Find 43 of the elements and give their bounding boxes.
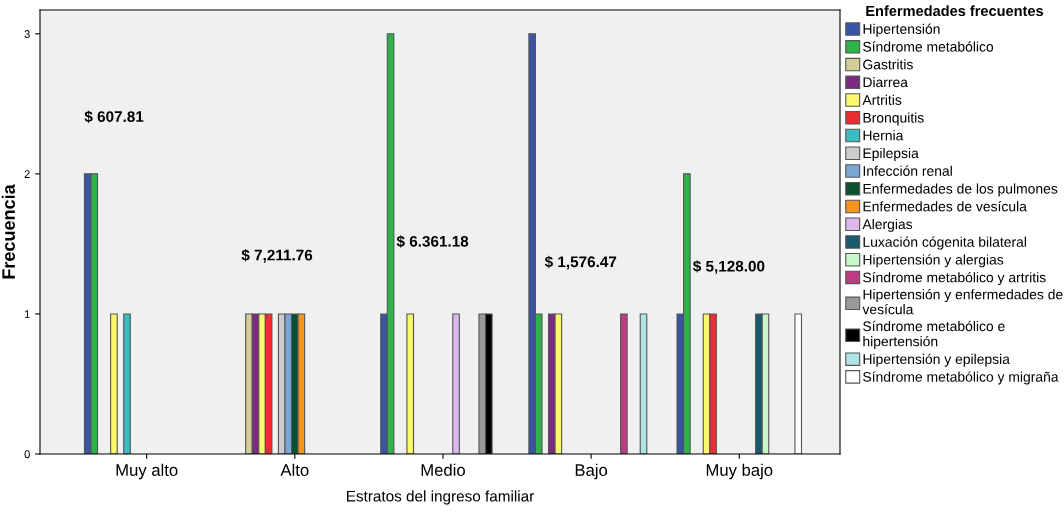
annotation: $ 7,211.76 <box>241 249 313 263</box>
x-tick-label: Alto <box>280 463 309 476</box>
legend-label: Síndrome metabólico y migraña <box>863 371 1059 385</box>
bar <box>794 313 803 454</box>
legend-label: Hipertensión y alergias <box>863 254 1004 268</box>
y-tick-label: 2 <box>24 170 30 178</box>
legend-label: Síndrome metabólico e hipertensión <box>863 320 1005 350</box>
legend-label: Luxación cógenita bilateral <box>863 236 1026 250</box>
legend-label: Artritis <box>862 94 902 105</box>
x-axis-title: Estratos del ingreso familiar <box>347 490 534 505</box>
legend-label: Hipertensión y enfermedades de vesícula <box>862 288 1063 315</box>
y-tick-label: 0 <box>24 450 30 459</box>
legend-label: Enfermedades de vesícula <box>863 201 1027 212</box>
x-tick-label: Muy bajo <box>706 463 773 480</box>
x-tick-label: Bajo <box>575 463 608 480</box>
bar <box>406 313 415 454</box>
annotation: $ 6.361.18 <box>396 235 469 248</box>
y-axis-title: Frecuencia <box>1 184 15 279</box>
legend-title: Enfermedades frecuentes <box>866 5 1044 17</box>
annotation: $ 1,576.47 <box>544 255 617 270</box>
y-tick-label: 1 <box>24 310 30 318</box>
legend-label: Bronquitis <box>863 112 924 126</box>
x-tick-label: Medio <box>421 463 465 476</box>
legend-label: Síndrome metabólico y artritis <box>863 271 1046 286</box>
annotation: $ 5,128.00 <box>692 260 765 274</box>
legend-label: Diarrea <box>863 76 908 88</box>
bar <box>452 313 460 454</box>
y-tick-label: 3 <box>24 30 30 38</box>
annotation: $ 607.81 <box>84 110 144 123</box>
legend-label: Infección renal <box>863 165 952 176</box>
legend-label: Hipertensión <box>863 23 940 37</box>
legend-label: Enfermedades de los pulmones <box>863 183 1058 197</box>
legend-label: Hipertensión y epilepsia <box>863 353 1010 367</box>
legend-label: Alergias <box>862 218 913 232</box>
x-tick-label: Muy alto <box>116 463 178 480</box>
legend-label: Síndrome metabólico <box>863 41 994 52</box>
legend-label: Gastritis <box>863 59 913 70</box>
bar <box>123 313 131 454</box>
legend-label: Epilepsia <box>863 147 919 161</box>
bar <box>110 313 118 454</box>
bar <box>639 313 648 454</box>
bar <box>620 313 628 454</box>
legend-label: Hernia <box>863 130 904 141</box>
